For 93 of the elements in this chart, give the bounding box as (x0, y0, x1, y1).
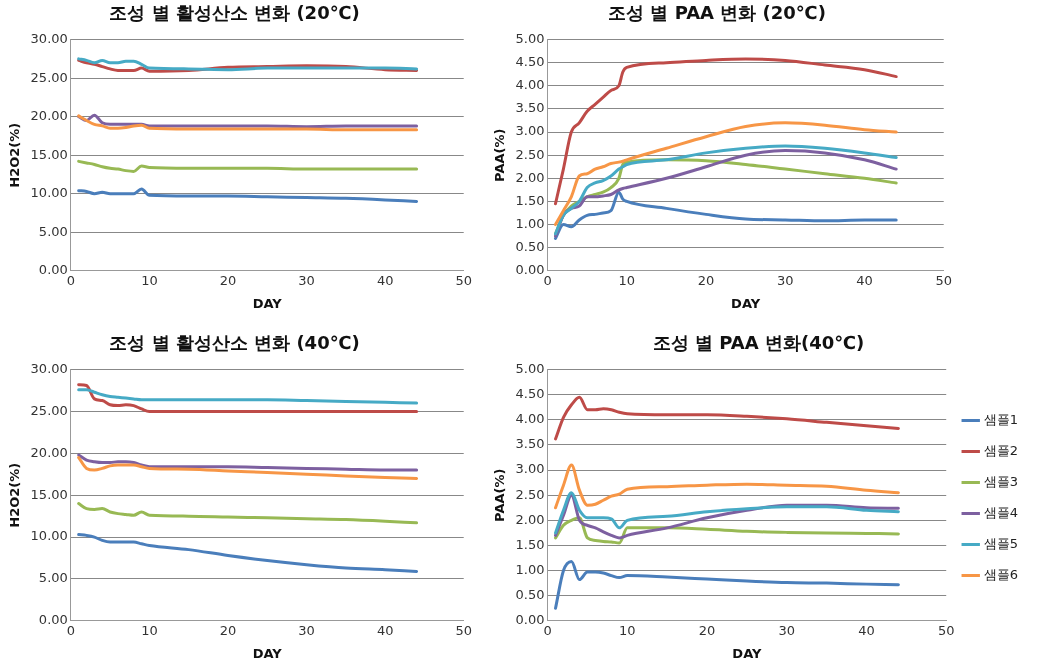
x-tick-label: 50 (937, 622, 955, 638)
y-axis-title: PAA(%) (492, 128, 508, 182)
y-tick-label: 5.00 (515, 360, 545, 376)
x-axis-title: DAY (732, 645, 762, 661)
chart-title: 조성 별 활성산소 변화 (40℃) (109, 332, 360, 354)
chart-title: 조성 별 PAA 변화(40℃) (652, 332, 865, 354)
y-tick-label: 5.00 (515, 30, 545, 46)
x-axis-title: DAY (252, 295, 283, 311)
legend-label: 샘플2 (983, 442, 1019, 458)
y-tick-label: 0.50 (515, 239, 545, 255)
y-tick-label: 4.00 (515, 411, 545, 427)
y-tick-label: 10.00 (30, 185, 68, 201)
legend-label: 샘플5 (983, 535, 1019, 551)
line-series (77, 456, 419, 480)
y-tick-label: 1.50 (515, 536, 545, 552)
y-tick-label: 20.00 (30, 444, 68, 460)
x-tick-label: 40 (376, 622, 394, 638)
x-tick-label: 40 (376, 272, 394, 288)
y-tick-label: 0.00 (38, 262, 68, 278)
y-tick-label: 2.00 (515, 169, 545, 185)
y-tick-label: 15.00 (30, 486, 68, 502)
x-axis-title: DAY (252, 645, 283, 661)
x-tick-label: 20 (698, 622, 716, 638)
line-series (77, 453, 419, 472)
y-tick-label: 1.00 (515, 561, 545, 577)
y-tick-label: 15.00 (30, 146, 68, 162)
y-tick-label: 3.50 (515, 436, 545, 452)
legend-label: 샘플4 (983, 504, 1019, 520)
line-series (553, 57, 898, 206)
chart-title: 조성 별 활성산소 변화 (20℃) (109, 2, 360, 24)
y-tick-label: 2.00 (515, 511, 545, 527)
y-tick-label: 1.50 (515, 192, 545, 208)
line-series (77, 388, 419, 405)
y-tick-label: 4.50 (515, 54, 545, 70)
x-tick-label: 10 (619, 622, 636, 638)
y-tick-label: 30.00 (30, 360, 68, 376)
y-tick-label: 0.50 (515, 587, 545, 603)
x-tick-label: 30 (298, 622, 315, 638)
y-tick-label: 0.00 (515, 612, 545, 628)
y-tick-label: 2.50 (515, 146, 545, 162)
y-tick-label: 0.00 (515, 262, 545, 278)
y-tick-label: 5.00 (38, 223, 68, 239)
x-tick-label: 10 (141, 622, 158, 638)
x-tick-label: 30 (776, 272, 794, 288)
legend-label: 샘플6 (983, 566, 1019, 582)
line-series (77, 159, 419, 173)
y-tick-label: 25.00 (30, 69, 68, 85)
y-axis-title: PAA(%) (492, 468, 508, 522)
x-tick-label: 0 (66, 272, 75, 288)
chart-title: 조성 별 PAA 변화 (20℃) (608, 2, 826, 24)
line-series (553, 190, 898, 240)
x-tick-label: 20 (697, 272, 715, 288)
y-tick-label: 2.50 (515, 486, 545, 502)
legend-label: 샘플1 (983, 411, 1019, 427)
x-tick-label: 0 (66, 622, 75, 638)
y-tick-label: 20.00 (30, 108, 68, 124)
x-tick-label: 40 (856, 272, 873, 288)
x-tick-label: 40 (858, 622, 875, 638)
y-tick-label: 25.00 (30, 402, 68, 418)
x-tick-label: 50 (455, 272, 472, 288)
x-tick-label: 10 (141, 272, 158, 288)
x-tick-label: 30 (778, 622, 796, 638)
x-tick-label: 50 (935, 272, 952, 288)
line-series (553, 121, 898, 227)
x-axis-title: DAY (731, 295, 761, 311)
y-tick-label: 4.50 (515, 386, 545, 402)
x-tick-label: 20 (219, 272, 237, 288)
x-tick-label: 20 (219, 622, 237, 638)
y-tick-label: 30.00 (30, 30, 68, 46)
legend-label: 샘플3 (983, 473, 1019, 489)
y-tick-label: 3.00 (515, 461, 545, 477)
y-tick-label: 4.00 (515, 77, 545, 93)
line-series (77, 383, 419, 413)
y-tick-label: 3.00 (515, 123, 545, 139)
line-series (554, 560, 900, 610)
y-tick-label: 3.50 (515, 100, 545, 116)
line-series (554, 395, 900, 441)
y-tick-label: 1.00 (515, 215, 545, 231)
x-tick-label: 10 (618, 272, 636, 288)
line-series (77, 187, 419, 203)
y-axis-title: H2O2(%) (7, 462, 23, 528)
y-tick-label: 5.00 (38, 570, 68, 586)
x-tick-label: 0 (543, 272, 552, 288)
y-tick-label: 10.00 (30, 528, 68, 544)
x-tick-label: 30 (298, 272, 315, 288)
x-tick-label: 50 (455, 622, 472, 638)
line-series (77, 502, 419, 525)
y-tick-label: 0.00 (38, 612, 68, 628)
line-series (554, 463, 900, 510)
y-axis-title: H2O2(%) (7, 122, 23, 188)
line-series (77, 533, 419, 573)
x-tick-label: 0 (543, 622, 552, 638)
line-series (554, 516, 900, 545)
